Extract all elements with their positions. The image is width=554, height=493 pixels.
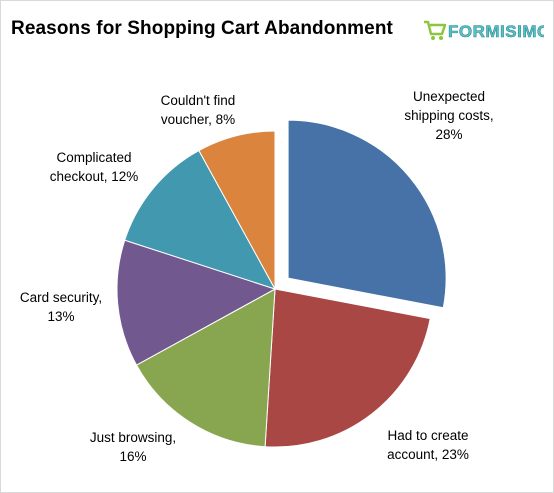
pie-slice-4 <box>116 239 277 366</box>
cart-icon <box>424 20 447 40</box>
pie-slice-5 <box>124 149 277 290</box>
slice-label-4: Card security, 13% <box>20 290 102 324</box>
slice-label-6: Couldn't find voucher, 8% <box>161 93 236 127</box>
slice-label-1: Unexpected shipping costs, 28% <box>404 89 493 142</box>
slice-label-5: Complicated checkout, 12% <box>50 150 139 184</box>
pie-slice-3 <box>135 288 276 448</box>
pie-slice-1 <box>287 119 447 309</box>
pie-slice-2 <box>264 288 431 448</box>
chart-title: Reasons for Shopping Cart Abandonment <box>11 18 393 39</box>
logo-wordmark: FORMISIMO <box>448 22 544 41</box>
formisimo-logo: FORMISIMO <box>424 20 544 41</box>
slice-label-3: Just browsing, 16% <box>90 430 176 464</box>
slice-label-2: Had to create account, 23% <box>387 428 469 462</box>
pie-slice-6 <box>198 130 276 290</box>
